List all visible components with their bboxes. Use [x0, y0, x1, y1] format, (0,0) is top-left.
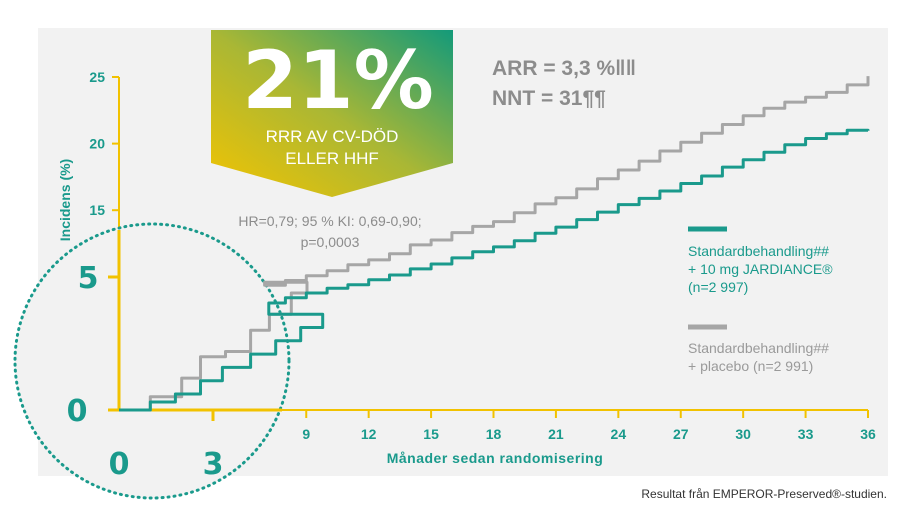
x-tick-label: 36 — [860, 426, 876, 442]
nnt-stat: NNT = 31¶¶ — [492, 87, 606, 110]
series-line-jardiance — [119, 128, 870, 412]
y-tick-label: 20 — [89, 136, 105, 152]
legend-jardiance-line-2: + 10 mg JARDIANCE® — [688, 261, 833, 277]
inset-x-tick-label-0: 0 — [109, 447, 130, 482]
x-tick-label: 27 — [673, 426, 689, 442]
x-tick-label: 30 — [735, 426, 751, 442]
inset-y-tick-label-5: 5 — [78, 261, 99, 296]
y-tick-label: 15 — [89, 202, 105, 218]
inset-x-tick-label-3: 3 — [203, 447, 224, 482]
x-tick-label: 9 — [302, 426, 310, 442]
source-footnote: Resultat från EMPEROR-Preserved®-studien… — [641, 487, 887, 501]
x-tick-label: 21 — [548, 426, 564, 442]
y-axis-title: Incidens (%) — [57, 159, 73, 241]
series-layer — [119, 76, 870, 412]
x-tick-label: 24 — [611, 426, 627, 442]
badge-line-2: ELLER HHF — [285, 149, 379, 168]
badge-percent: 21% — [242, 34, 433, 127]
arr-stat: ARR = 3,3 %‖‖ — [492, 57, 636, 80]
y-tick-label: 25 — [89, 69, 105, 85]
hr-annotation-line-1: HR=0,79; 95 % KI: 0,69-0,90; — [238, 213, 421, 229]
legend-jardiance-line-1: Standardbehandling## — [688, 243, 829, 259]
legend-placebo-line-1: Standardbehandling## — [688, 340, 829, 356]
x-tick-label: 18 — [486, 426, 502, 442]
y-ticks: 15 20 25 — [89, 69, 119, 218]
x-tick-label: 12 — [361, 426, 377, 442]
legend-jardiance-line-3: (n=2 997) — [688, 279, 748, 295]
inset-y-tick-label-0: 0 — [67, 394, 88, 429]
hr-annotation-line-2: p=0,0003 — [301, 234, 360, 250]
rrr-badge: 21% RRR AV CV-DÖD ELLER HHF — [211, 30, 453, 197]
x-tick-label: 33 — [798, 426, 814, 442]
x-tick-label: 15 — [423, 426, 439, 442]
legend: Standardbehandling## + 10 mg JARDIANCE® … — [688, 226, 833, 374]
zoom-inset-circle — [13, 222, 291, 500]
legend-placebo-line-2: + placebo (n=2 991) — [688, 358, 813, 374]
x-ticks: 9 12 15 18 21 24 27 30 33 36 — [302, 410, 876, 442]
x-axis-title: Månader sedan randomisering — [387, 450, 604, 466]
badge-shape — [211, 30, 453, 197]
badge-line-1: RRR AV CV-DÖD — [266, 127, 399, 146]
